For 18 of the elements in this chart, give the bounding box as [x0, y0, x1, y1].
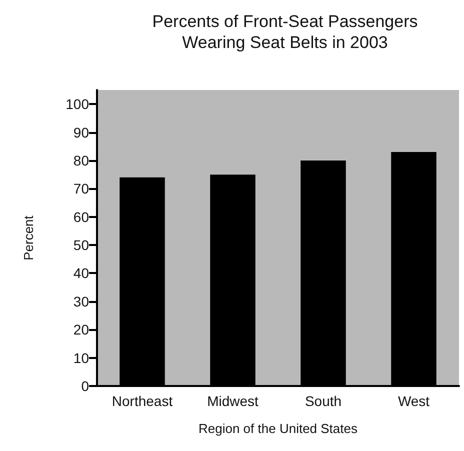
y-tick-label: 100	[66, 96, 90, 112]
y-tick-label: 50	[73, 237, 90, 254]
x-tick-label: South	[304, 393, 342, 409]
y-tick-label: 60	[73, 208, 90, 225]
x-tick-label: Midwest	[207, 393, 259, 409]
y-tick-label: 0	[81, 378, 90, 394]
x-tick-label: Northeast	[112, 393, 173, 409]
chart-title: Percents of Front-Seat Passengers Wearing Seat Belts in 2003	[152, 12, 418, 52]
y-tick-label: 90	[73, 124, 90, 140]
y-tick-label: 10	[73, 350, 90, 366]
x-axis-title: Region of the United States	[198, 421, 358, 436]
y-tick-label: 30	[73, 293, 90, 310]
x-tick-label: West	[398, 393, 430, 409]
y-tick-label: 70	[73, 180, 90, 197]
y-tick-label: 20	[73, 322, 90, 338]
y-tick-label: 80	[73, 152, 90, 168]
y-tick-label: 40	[73, 265, 90, 282]
y-axis-title: Percent	[21, 215, 36, 260]
